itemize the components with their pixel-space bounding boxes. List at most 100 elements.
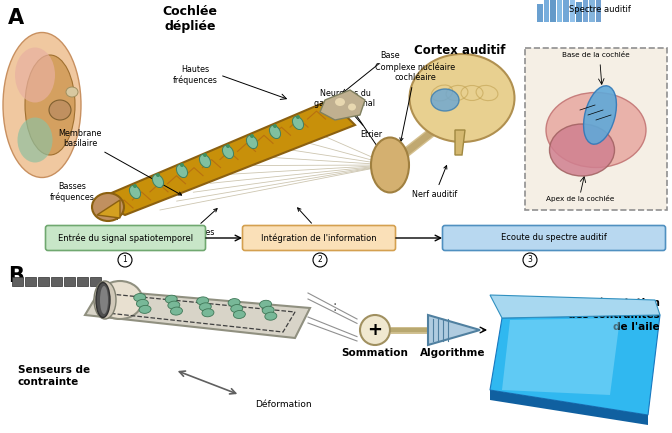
Ellipse shape (100, 286, 108, 314)
FancyBboxPatch shape (525, 48, 667, 210)
Ellipse shape (177, 165, 187, 178)
Text: Neurones du
ganglion spinal: Neurones du ganglion spinal (314, 89, 383, 155)
Ellipse shape (546, 93, 646, 168)
Text: Spectre auditif: Spectre auditif (569, 5, 631, 14)
Text: ·: · (333, 298, 337, 312)
Ellipse shape (94, 281, 116, 319)
Ellipse shape (171, 307, 183, 315)
Ellipse shape (15, 48, 55, 103)
Ellipse shape (247, 136, 257, 149)
Text: Apex: Apex (101, 215, 119, 221)
Ellipse shape (136, 300, 149, 307)
Text: 3: 3 (528, 255, 532, 265)
Text: Fibres nerveuses: Fibres nerveuses (286, 208, 353, 237)
Polygon shape (490, 390, 648, 425)
Ellipse shape (259, 300, 271, 308)
Ellipse shape (25, 55, 75, 155)
Ellipse shape (222, 145, 234, 158)
Polygon shape (95, 100, 355, 215)
Circle shape (313, 253, 327, 267)
Polygon shape (320, 90, 365, 120)
FancyBboxPatch shape (77, 277, 87, 285)
Text: Cortex auditif: Cortex auditif (414, 44, 506, 57)
Text: 2: 2 (318, 255, 323, 265)
Ellipse shape (202, 309, 214, 317)
Ellipse shape (409, 54, 515, 142)
Text: Senseurs de
contrainte: Senseurs de contrainte (18, 365, 90, 387)
Ellipse shape (335, 98, 345, 106)
Ellipse shape (180, 163, 184, 167)
Ellipse shape (296, 115, 300, 119)
Ellipse shape (348, 103, 356, 110)
Ellipse shape (134, 294, 146, 301)
Ellipse shape (371, 138, 409, 193)
FancyBboxPatch shape (11, 277, 22, 285)
FancyBboxPatch shape (563, 0, 569, 22)
Ellipse shape (292, 116, 304, 129)
FancyBboxPatch shape (544, 0, 549, 22)
Text: Intégration de l'information: Intégration de l'information (261, 233, 377, 243)
FancyBboxPatch shape (537, 4, 542, 22)
FancyBboxPatch shape (442, 226, 665, 251)
Text: Algorithme: Algorithme (420, 348, 486, 358)
Polygon shape (455, 130, 465, 155)
Ellipse shape (431, 89, 459, 111)
Text: Hautes
fréquences: Hautes fréquences (173, 65, 218, 85)
Text: ·: · (333, 304, 337, 318)
FancyBboxPatch shape (89, 277, 101, 285)
Polygon shape (85, 290, 310, 338)
Text: Cochlée
dépliée: Cochlée dépliée (163, 5, 218, 33)
FancyBboxPatch shape (589, 0, 595, 22)
Ellipse shape (269, 126, 281, 139)
Text: Apex de la cochlée: Apex de la cochlée (546, 195, 614, 202)
Ellipse shape (250, 134, 254, 138)
Ellipse shape (228, 299, 240, 307)
Ellipse shape (265, 312, 277, 320)
FancyBboxPatch shape (595, 0, 601, 22)
Ellipse shape (168, 301, 180, 309)
Ellipse shape (200, 303, 211, 311)
Ellipse shape (92, 193, 124, 221)
Text: A: A (8, 8, 24, 28)
Ellipse shape (273, 124, 277, 128)
Text: Cellules ciliées
internes: Cellules ciliées internes (155, 209, 217, 247)
FancyBboxPatch shape (38, 277, 48, 285)
Ellipse shape (262, 306, 274, 314)
Circle shape (360, 315, 390, 345)
Polygon shape (97, 200, 120, 218)
Text: +: + (368, 321, 382, 339)
Text: Etrier: Etrier (347, 108, 382, 139)
Text: Complexe nucléaire
cochléaire: Complexe nucléaire cochléaire (375, 62, 455, 141)
Ellipse shape (153, 174, 163, 187)
Circle shape (523, 253, 537, 267)
Text: Basses
fréquences: Basses fréquences (50, 182, 95, 202)
FancyBboxPatch shape (63, 277, 75, 285)
FancyBboxPatch shape (46, 226, 206, 251)
Ellipse shape (165, 295, 177, 303)
Ellipse shape (96, 282, 110, 317)
Text: Représentation
des contraintes
de l'aile: Représentation des contraintes de l'aile (569, 298, 660, 332)
Text: B: B (8, 266, 24, 286)
Polygon shape (502, 318, 620, 395)
Ellipse shape (203, 153, 207, 157)
FancyBboxPatch shape (583, 0, 588, 22)
Ellipse shape (3, 32, 81, 178)
Ellipse shape (200, 155, 210, 168)
Text: Membrane
basilaire: Membrane basilaire (58, 129, 181, 195)
Text: Base: Base (343, 51, 400, 93)
Ellipse shape (49, 100, 71, 120)
Ellipse shape (583, 86, 616, 144)
Text: Sommation: Sommation (341, 348, 409, 358)
Text: Nerf auditif: Nerf auditif (413, 165, 458, 199)
FancyBboxPatch shape (556, 0, 562, 22)
Ellipse shape (133, 184, 137, 188)
Ellipse shape (233, 310, 245, 319)
FancyBboxPatch shape (550, 0, 556, 22)
FancyBboxPatch shape (24, 277, 36, 285)
Polygon shape (428, 315, 480, 345)
FancyBboxPatch shape (50, 277, 62, 285)
FancyBboxPatch shape (576, 2, 581, 22)
Ellipse shape (197, 297, 208, 305)
Ellipse shape (550, 124, 614, 176)
Text: Ecoute du spectre auditif: Ecoute du spectre auditif (501, 233, 607, 242)
